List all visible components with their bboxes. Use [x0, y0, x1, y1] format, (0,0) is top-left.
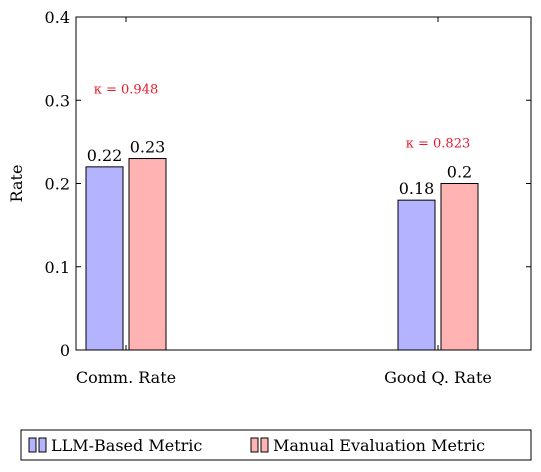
legend-label: Manual Evaluation Metric	[273, 436, 485, 455]
bar	[128, 158, 167, 351]
y-tick-label: 0.1	[45, 258, 70, 277]
legend-box	[20, 429, 532, 461]
kappa-annotation: κ = 0.823	[406, 137, 471, 152]
legend-swatch	[38, 437, 47, 453]
bar	[440, 183, 479, 351]
data-label: 0.18	[399, 179, 435, 198]
kappa-annotation: κ = 0.948	[94, 83, 159, 98]
x-tick-label: Good Q. Rate	[384, 368, 492, 387]
y-tick-label: 0.4	[45, 8, 70, 27]
data-label: 0.22	[87, 146, 123, 165]
bar	[85, 166, 124, 351]
legend-swatch	[260, 437, 269, 453]
legend-label: LLM-Based Metric	[51, 436, 202, 455]
y-axis-label: Rate	[7, 165, 26, 203]
bar	[397, 199, 436, 351]
data-label: 0.23	[130, 138, 166, 157]
legend-swatch	[28, 437, 37, 453]
legend-swatch	[250, 437, 259, 453]
x-tick-label: Comm. Rate	[76, 368, 176, 387]
y-tick-label: 0.2	[45, 175, 70, 194]
y-tick-label: 0	[60, 341, 70, 360]
data-label: 0.2	[447, 163, 472, 182]
y-tick-label: 0.3	[45, 91, 70, 110]
